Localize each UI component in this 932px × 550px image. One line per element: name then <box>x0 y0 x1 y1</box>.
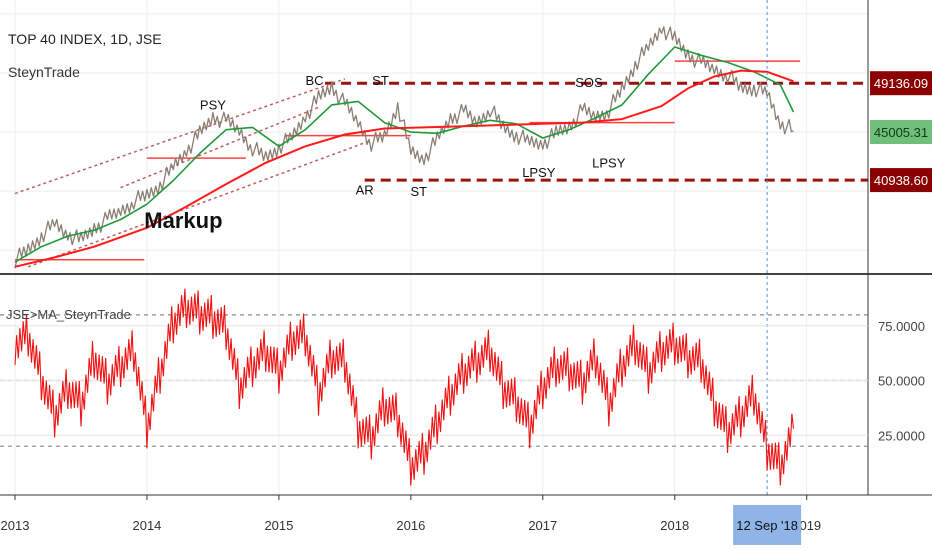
time-tick-label-2013: 2013 <box>1 518 30 533</box>
price-tag-label: 45005.31 <box>874 125 928 140</box>
series-ma_slow <box>14 69 794 268</box>
wyckoff-annotations: PSY BC ST SOS AR ST LPSY LPSY Markup <box>144 73 625 233</box>
osc-tick-label: 50.0000 <box>878 374 925 389</box>
series-close <box>14 26 794 269</box>
oscillator-series <box>14 288 795 486</box>
annotation-lpsy: LPSY <box>592 156 626 171</box>
price-panel[interactable] <box>0 0 868 273</box>
price-tag-bg-0 <box>870 71 932 96</box>
annotation-markup: Markup <box>144 208 222 233</box>
series-ma_fast <box>14 46 795 263</box>
osc-tick-label: 75.0000 <box>878 319 925 334</box>
support-and-channel-lines <box>14 60 801 268</box>
series-oscillator <box>14 288 795 486</box>
time-tick-label-2015: 2015 <box>264 518 293 533</box>
price-axis-labels: 49136.09 45005.31 40938.60 <box>870 71 932 193</box>
price-tag-bg-1 <box>870 120 932 145</box>
oscillator-axis: 75.0000 50.0000 25.0000 <box>878 319 925 443</box>
annotation-st: ST <box>410 184 427 199</box>
annotation-lpsy: LPSY <box>522 165 556 180</box>
time-tick-label-2018: 2018 <box>660 518 689 533</box>
annotation-st: ST <box>372 73 389 88</box>
time-tick-label-2014: 2014 <box>132 518 161 533</box>
price-series <box>14 26 795 269</box>
osc-tick-label: 25.0000 <box>878 428 925 443</box>
crosshair-date-label: 12 Sep '18 <box>736 518 798 533</box>
channel-lower-line <box>27 139 372 268</box>
chart-author: SteynTrade <box>8 64 80 80</box>
annotation-ar: AR <box>356 183 374 198</box>
grid-lines <box>0 0 868 495</box>
chart-title: TOP 40 INDEX, 1D, JSE <box>8 31 162 47</box>
annotation-bc: BC <box>305 73 323 88</box>
oscillator-title: JSE>MA_SteynTrade <box>6 307 131 322</box>
price-tag-bg-2 <box>870 168 932 193</box>
time-tick-label-2017: 2017 <box>528 518 557 533</box>
annotation-psy: PSY <box>200 98 226 113</box>
price-tag-label: 49136.09 <box>874 76 928 91</box>
crosshair-date-bg <box>733 505 802 545</box>
time-tick-label-2016: 2016 <box>396 518 425 533</box>
annotation-sos: SOS <box>575 75 603 90</box>
channel-upper-line <box>14 78 346 195</box>
price-tag-label: 40938.60 <box>874 173 928 188</box>
oscillator-panel[interactable] <box>0 275 868 495</box>
